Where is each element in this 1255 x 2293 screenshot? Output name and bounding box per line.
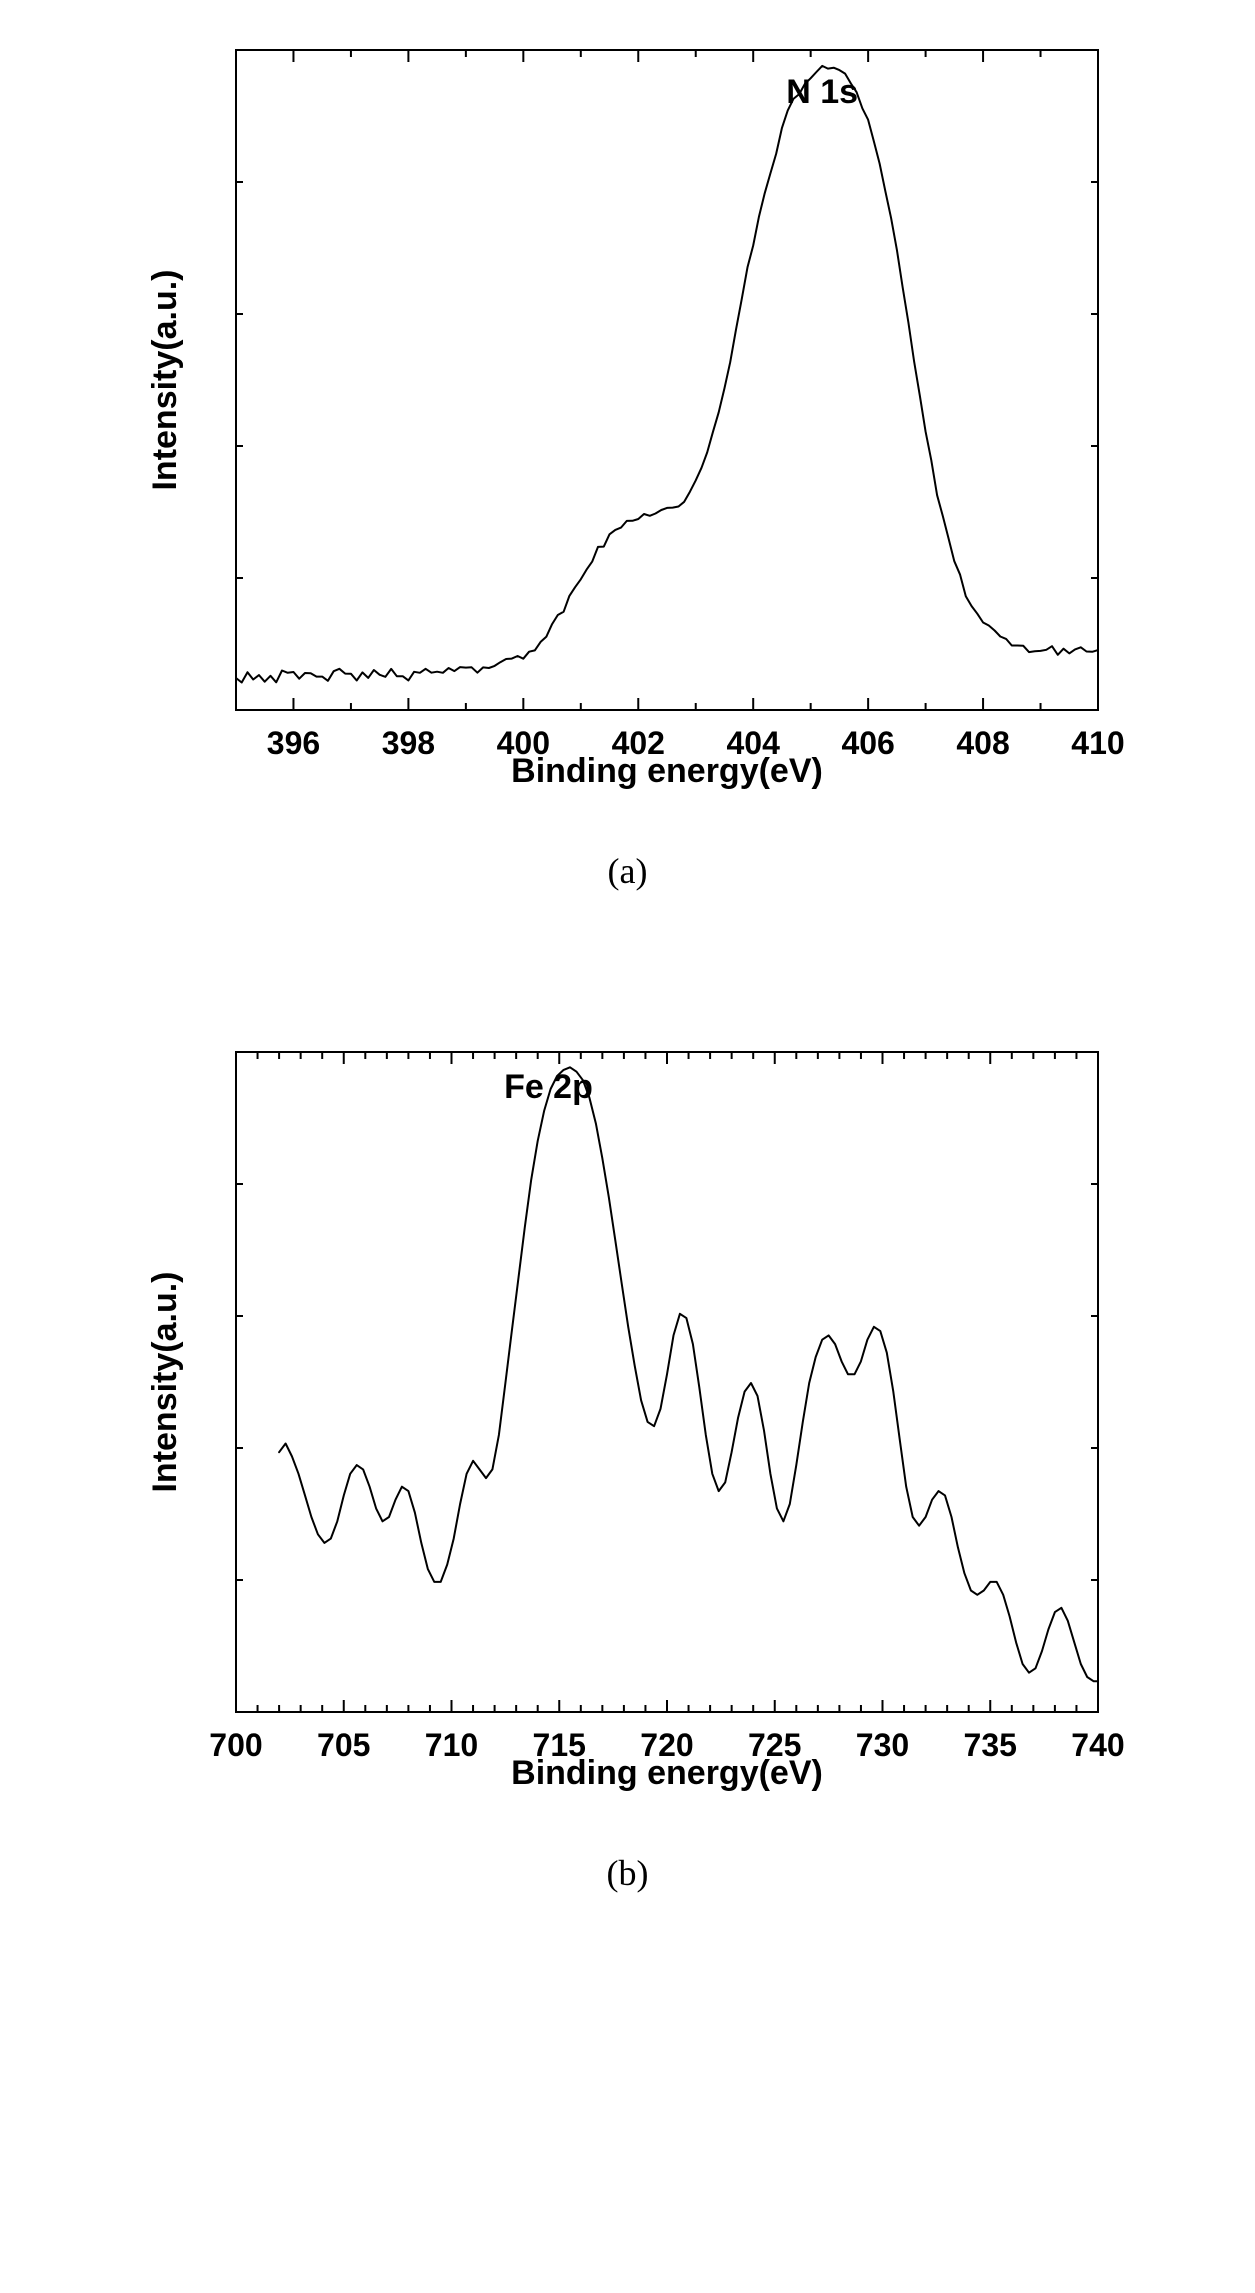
svg-text:710: 710 — [424, 1727, 477, 1763]
xps-panel-b: 700705710715720725730735740Binding energ… — [118, 1022, 1138, 1802]
svg-text:396: 396 — [266, 725, 319, 761]
svg-text:Binding energy(eV): Binding energy(eV) — [511, 1754, 823, 1792]
figure-container: 396398400402404406408410Binding energy(e… — [0, 0, 1255, 1934]
svg-text:735: 735 — [963, 1727, 1016, 1763]
svg-text:410: 410 — [1071, 725, 1124, 761]
chart-svg-b: 700705710715720725730735740Binding energ… — [118, 1022, 1138, 1802]
chart-svg-a: 396398400402404406408410Binding energy(e… — [118, 20, 1138, 800]
svg-text:740: 740 — [1071, 1727, 1124, 1763]
svg-text:406: 406 — [841, 725, 894, 761]
svg-text:730: 730 — [855, 1727, 908, 1763]
svg-text:700: 700 — [209, 1727, 262, 1763]
svg-text:Fe 2p: Fe 2p — [504, 1068, 593, 1106]
svg-text:398: 398 — [381, 725, 434, 761]
caption-b: (b) — [607, 1852, 649, 1894]
svg-text:Intensity(a.u.): Intensity(a.u.) — [146, 269, 184, 490]
svg-text:408: 408 — [956, 725, 1009, 761]
svg-text:N 1s: N 1s — [786, 73, 858, 111]
svg-text:705: 705 — [317, 1727, 370, 1763]
svg-text:Intensity(a.u.): Intensity(a.u.) — [146, 1271, 184, 1492]
caption-a: (a) — [608, 850, 648, 892]
caption-b-text: (b) — [607, 1853, 649, 1893]
caption-a-text: (a) — [608, 851, 648, 891]
svg-text:Binding energy(eV): Binding energy(eV) — [511, 752, 823, 790]
xps-panel-a: 396398400402404406408410Binding energy(e… — [118, 20, 1138, 800]
